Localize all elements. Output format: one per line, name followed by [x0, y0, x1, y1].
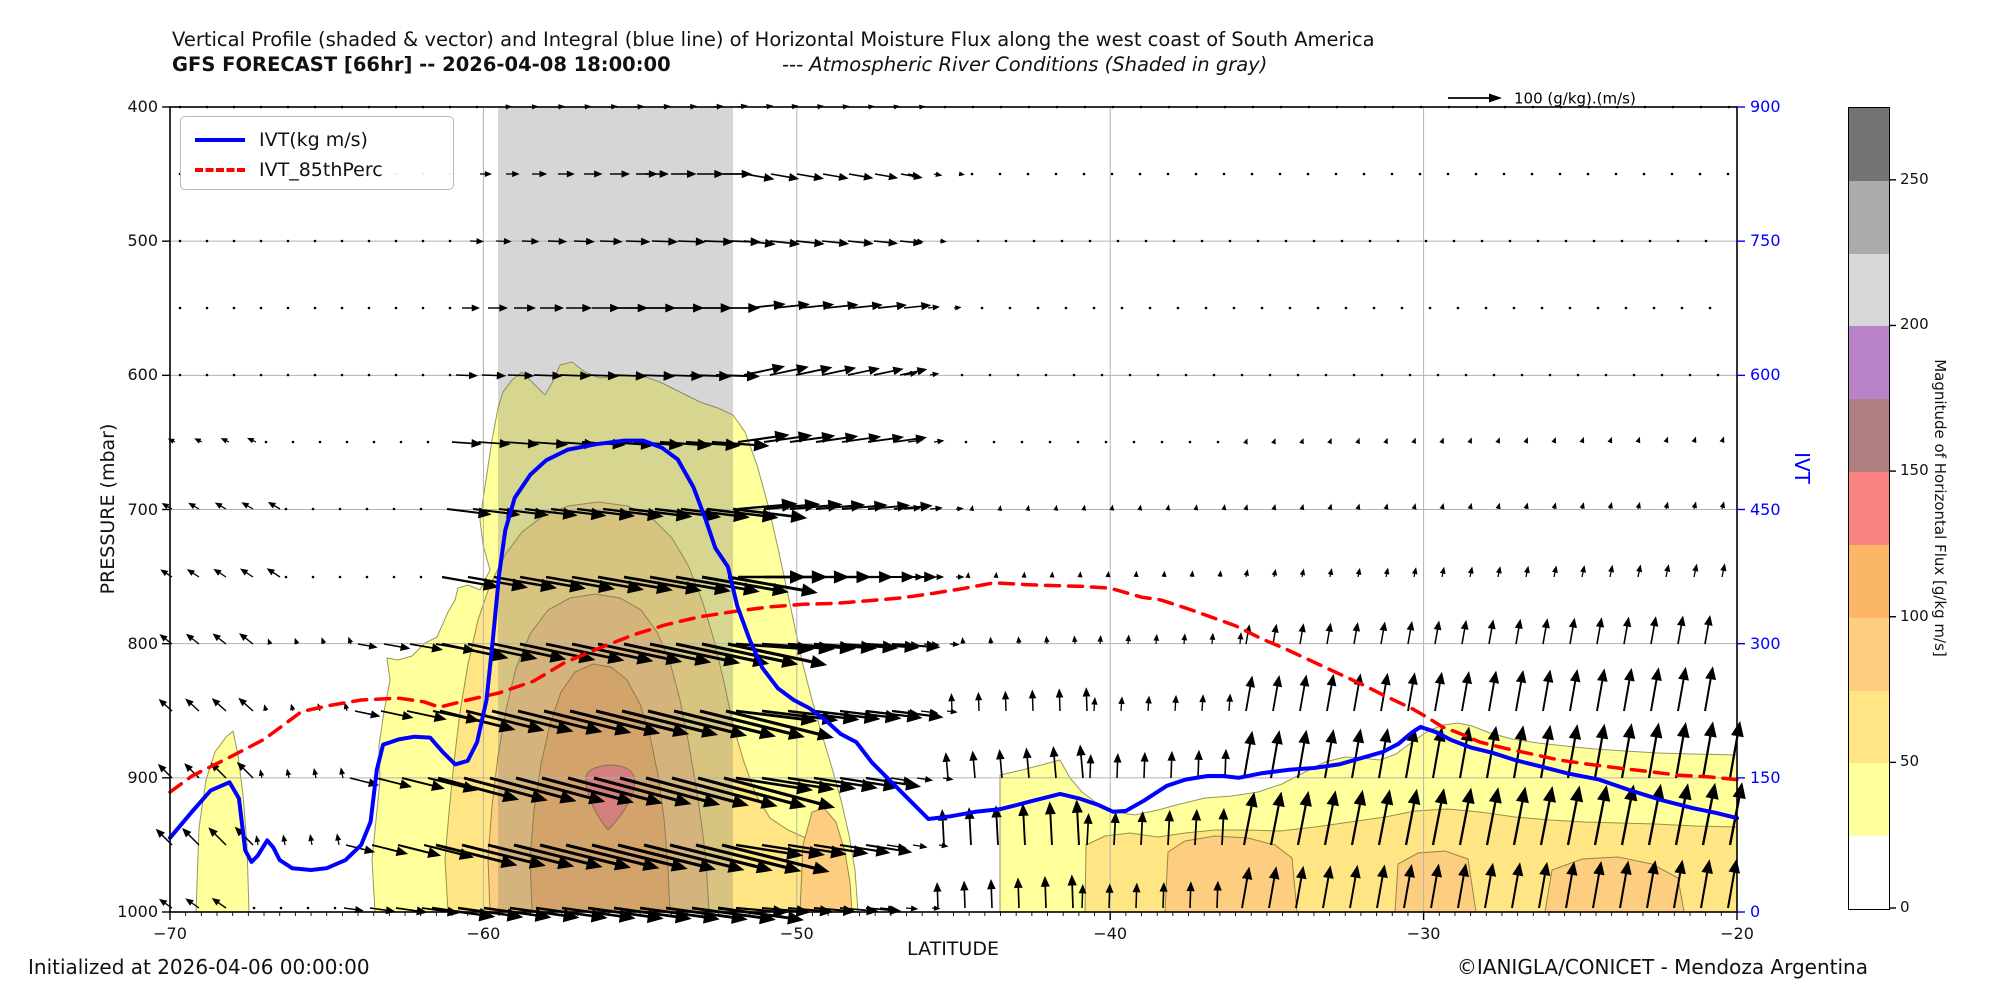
- quiver-key: 100 (g/kg).(m/s): [1448, 90, 1636, 108]
- chart-subtitle-ar-note: --- Atmospheric River Conditions (Shaded…: [782, 53, 1268, 76]
- colorbar-tick-150: 150: [1900, 461, 1929, 480]
- colorbar-segment-225-250: [1849, 180, 1889, 254]
- x-tick--30: −30: [1406, 924, 1441, 943]
- ivt-tick-600: 600: [1750, 365, 1781, 385]
- ivt-tick-450: 450: [1750, 499, 1781, 519]
- y-tick-600: 600: [127, 365, 158, 385]
- contour-right-75-a: [1164, 835, 1298, 913]
- colorbar-tick-250: 250: [1900, 169, 1929, 188]
- x-tick--70: −70: [153, 924, 187, 943]
- colorbar-segment-0-25: [1849, 836, 1889, 909]
- colorbar-segment-200-225: [1849, 253, 1889, 327]
- x-tick--50: −50: [779, 924, 814, 943]
- axis-ticks: [162, 106, 1745, 920]
- init-timestamp: Initialized at 2026-04-06 00:00:00: [28, 955, 370, 979]
- colorbar-segment-50-75: [1849, 690, 1889, 764]
- colorbar-segment-75-100: [1849, 617, 1889, 691]
- chart-subtitle-forecast: GFS FORECAST [66hr] -- 2026-04-08 18:00:…: [172, 53, 671, 76]
- ivt-tick-300: 300: [1750, 633, 1781, 653]
- moisture-flux-shading: [195, 361, 1738, 913]
- colorbar-tick-100: 100: [1900, 606, 1929, 625]
- ivt-tick-750: 750: [1750, 231, 1781, 251]
- y-tick-500: 500: [127, 231, 158, 251]
- ivt-tick-0: 0: [1750, 902, 1761, 921]
- y-tick-1000: 1000: [117, 902, 158, 921]
- y-tick-900: 900: [127, 767, 158, 787]
- legend-item-ivt85: IVT_85thPerc: [195, 155, 441, 185]
- x-tick--40: −40: [1093, 924, 1128, 943]
- quiver-key-label: 100 (g/kg).(m/s): [1514, 90, 1636, 108]
- legend-line-sample-blue: [195, 138, 245, 142]
- colorbar-segment-175-200: [1849, 326, 1889, 400]
- ivt-tick-900: 900: [1750, 97, 1781, 116]
- colorbar-label: Magnitude of Horizontal Flux [g/kg m/s]: [1931, 359, 1949, 657]
- chart-title: Vertical Profile (shaded & vector) and I…: [172, 28, 1375, 51]
- y-axis-label-ivt: IVT: [1790, 452, 1814, 484]
- contour-central-75-east-lobe: [799, 807, 853, 913]
- colorbar-segment-125-150: [1849, 472, 1889, 545]
- x-tick--60: −60: [466, 924, 501, 943]
- x-tick--20: −20: [1720, 924, 1754, 943]
- ivt-tick-150: 150: [1750, 767, 1781, 787]
- colorbar-segment-150-175: [1849, 399, 1889, 473]
- colorbar: [1848, 107, 1890, 910]
- colorbar-segment-25-50: [1849, 763, 1889, 837]
- ivt-line: [168, 438, 1739, 872]
- y-tick-400: 400: [127, 97, 158, 116]
- colorbar-tick-0: 0: [1900, 898, 1910, 916]
- legend-box: IVT(kg m/s) IVT_85thPerc: [180, 116, 454, 190]
- ivt-85th-percentile-line: [168, 581, 1739, 794]
- colorbar-tick-200: 200: [1900, 315, 1929, 334]
- colorbar-tick-50: 50: [1900, 752, 1920, 771]
- x-axis-label: LATITUDE: [907, 938, 999, 960]
- legend-label-ivt: IVT(kg m/s): [259, 129, 368, 151]
- legend-line-sample-red-dashed: [195, 168, 245, 172]
- colorbar-segment-100-125: [1849, 544, 1889, 618]
- legend-label-ivt85: IVT_85thPerc: [259, 159, 383, 181]
- y-tick-800: 800: [127, 633, 158, 653]
- colorbar-segment-250-275: [1849, 108, 1889, 181]
- legend-item-ivt: IVT(kg m/s): [195, 125, 441, 155]
- copyright-credit: ©IANIGLA/CONICET - Mendoza Argentina: [1456, 955, 1868, 979]
- y-tick-700: 700: [127, 499, 158, 519]
